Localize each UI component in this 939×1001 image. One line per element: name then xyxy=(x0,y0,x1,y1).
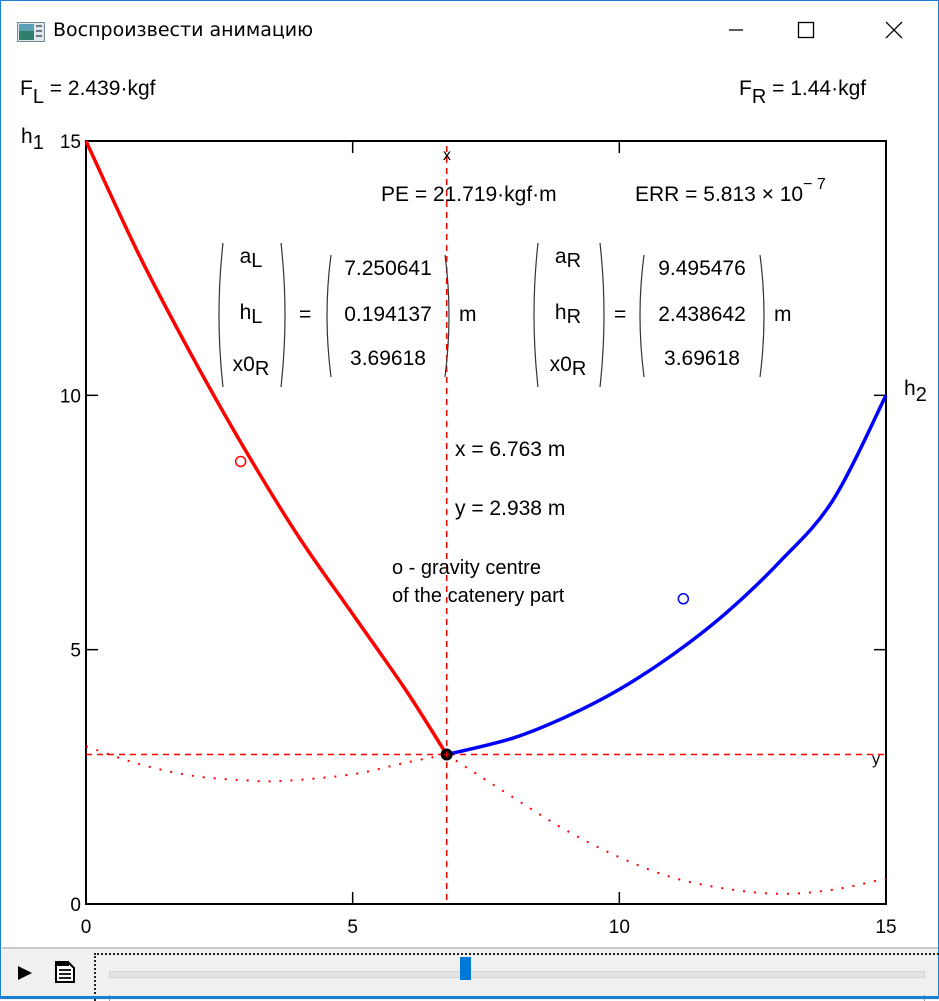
left-force-label: FL = 2.439·kgf xyxy=(20,77,156,108)
matrix-value: 9.495476 xyxy=(658,257,746,280)
slider-thumb[interactable] xyxy=(459,956,471,980)
unit-label: m xyxy=(459,303,477,326)
matrix-value: 3.69618 xyxy=(350,347,426,370)
matrix-brackets xyxy=(533,242,765,388)
gravity-centre-marker xyxy=(677,593,690,605)
catenary-extension-curve xyxy=(446,753,887,895)
matrix-var: aL xyxy=(239,245,263,272)
matrix-value: 3.69618 xyxy=(664,347,740,370)
slider-track[interactable] xyxy=(109,971,925,978)
x-tick-label: 0 xyxy=(81,917,92,938)
y-coordinate: y = 2.938 m xyxy=(455,497,566,520)
catenary-curve xyxy=(84,140,449,756)
document-icon xyxy=(55,961,75,983)
matrix-value: 2.438642 xyxy=(658,303,746,326)
left-parameters-matrix: aL hL x0R = 7.250641 0.194137 3.69618 m xyxy=(213,239,493,391)
equals-sign: = xyxy=(614,303,627,326)
play-icon xyxy=(18,966,32,980)
unit-label: m xyxy=(774,303,792,326)
matrix-var: x0R xyxy=(232,353,270,380)
y-tick-label: 0 xyxy=(70,895,81,916)
catenary-chart: 0 5 10 15 0 5 10 15 xyxy=(60,132,897,938)
plot-frame xyxy=(85,140,887,905)
matrix-var: hR xyxy=(554,301,582,328)
animation-slider[interactable] xyxy=(94,953,939,1001)
catenary-extension-curve xyxy=(85,745,447,783)
maximize-icon xyxy=(797,21,815,39)
right-force-label: FR = 1.44·kgf xyxy=(739,77,867,108)
right-parameters-matrix: aR hR x0R = 9.495476 2.438642 3.69618 m xyxy=(528,239,808,391)
gravity-centre-marker xyxy=(234,455,247,468)
error-value: ERR = 5.813 × 10− 7 xyxy=(635,176,826,206)
h2-axis-label: h2 xyxy=(904,377,927,406)
matrix-var: x0R xyxy=(549,353,587,380)
options-button[interactable] xyxy=(54,960,76,984)
matrix-value: 7.250641 xyxy=(344,257,432,280)
y-guide-marker: y xyxy=(872,751,880,768)
maximize-button[interactable] xyxy=(771,1,841,59)
legend-line-1: o - gravity centre xyxy=(392,557,541,579)
title-bar: Воспроизвести анимацию xyxy=(1,1,938,59)
chart-series xyxy=(84,140,888,895)
matrix-brackets xyxy=(218,242,450,388)
equals-sign: = xyxy=(299,303,312,326)
window-title: Воспроизвести анимацию xyxy=(53,19,314,41)
x-guide-marker: x xyxy=(443,147,451,164)
x-tick-label: 5 xyxy=(347,917,358,938)
animation-player-bar xyxy=(2,947,939,1001)
x-tick-label: 15 xyxy=(875,917,896,938)
potential-energy: PE = 21.719·kgf·m xyxy=(381,183,557,206)
x-tick-label: 10 xyxy=(609,917,630,938)
matrix-var: aR xyxy=(554,245,582,272)
y-tick-label: 15 xyxy=(60,132,81,153)
minimize-icon xyxy=(729,29,743,31)
close-icon xyxy=(885,21,903,39)
y-tick-label: 5 xyxy=(70,641,81,662)
legend-line-2: of the catenery part xyxy=(392,585,565,607)
catenary-curve xyxy=(446,394,888,757)
window-bottom-border xyxy=(1,996,938,999)
axis-ticks: 0 5 10 15 0 5 10 15 xyxy=(60,132,897,938)
h1-axis-label: h1 xyxy=(21,125,44,154)
matrix-var: hL xyxy=(239,301,263,328)
minimize-button[interactable] xyxy=(701,1,771,59)
close-button[interactable] xyxy=(859,1,929,59)
y-tick-label: 10 xyxy=(60,386,81,407)
play-button[interactable] xyxy=(16,963,36,983)
matrix-value: 0.194137 xyxy=(344,303,432,326)
x-coordinate: x = 6.763 m xyxy=(455,438,566,461)
app-icon xyxy=(17,22,45,42)
